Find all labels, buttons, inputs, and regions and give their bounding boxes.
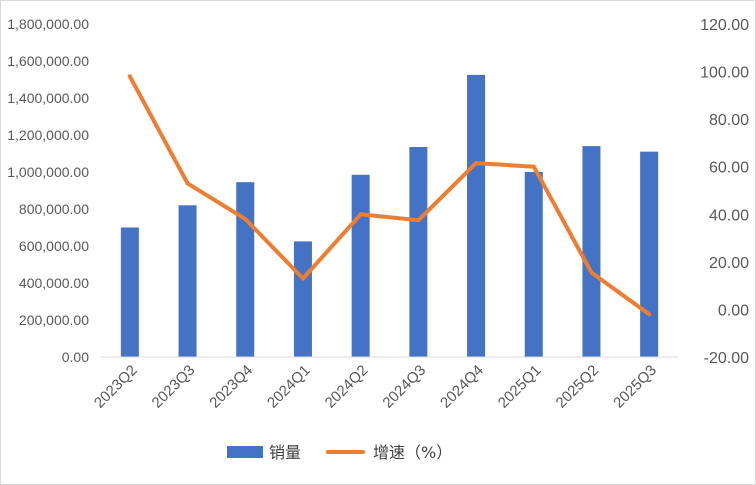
bar — [467, 74, 486, 357]
bar — [582, 146, 601, 357]
line-point — [531, 164, 536, 169]
x-tick-label: 2024Q1 — [264, 362, 314, 412]
x-tick-label: 2023Q3 — [149, 362, 199, 412]
line-point — [243, 217, 248, 222]
line-point — [185, 181, 190, 186]
x-tick-label: 2023Q4 — [206, 362, 256, 412]
right-tick-label: 20.00 — [709, 255, 749, 272]
left-tick-label: 1,800,000.00 — [7, 16, 89, 32]
left-tick-label: 1,000,000.00 — [7, 164, 89, 180]
bar — [236, 182, 255, 357]
x-tick-label: 2025Q1 — [495, 362, 545, 412]
bar — [524, 172, 543, 357]
left-tick-label: 400,000.00 — [19, 275, 89, 291]
bar — [640, 151, 659, 357]
x-tick-label: 2023Q2 — [91, 362, 141, 412]
bar — [178, 205, 197, 357]
line-path — [127, 74, 652, 317]
bar — [409, 147, 428, 357]
line-point — [474, 161, 479, 166]
right-y-axis: -20.00 0.00 20.00 40.00 60.00 80.00 100.00 120.… — [700, 17, 749, 367]
x-tick-label: 2025Q3 — [610, 362, 660, 412]
x-tick-label: 2024Q4 — [437, 362, 487, 412]
bar — [120, 227, 139, 357]
legend-line-label: 增速（%） — [373, 443, 452, 462]
bar — [293, 241, 312, 357]
left-tick-label: 0.00 — [62, 349, 89, 365]
bar-series — [120, 74, 659, 357]
right-tick-label: 120.00 — [700, 17, 749, 34]
right-tick-label: 60.00 — [709, 160, 749, 177]
left-tick-label: 600,000.00 — [19, 238, 89, 254]
line-point — [589, 270, 594, 275]
right-tick-label: 0.00 — [718, 302, 749, 319]
left-tick-label: 800,000.00 — [19, 201, 89, 217]
left-tick-label: 1,400,000.00 — [7, 90, 89, 106]
right-tick-label: -20.00 — [704, 350, 749, 367]
legend: 销量 增速（%） — [227, 443, 452, 462]
right-tick-label: 80.00 — [709, 112, 749, 129]
x-tick-label: 2025Q2 — [553, 362, 603, 412]
line-point — [358, 212, 363, 217]
left-tick-label: 1,600,000.00 — [7, 53, 89, 69]
x-axis: 2023Q2 2023Q3 2023Q4 2024Q1 2024Q2 2024Q3 2024… — [91, 356, 678, 412]
legend-bar-label: 销量 — [269, 443, 301, 462]
line-point — [300, 276, 305, 281]
x-tick-label: 2024Q3 — [379, 362, 429, 412]
left-tick-label: 200,000.00 — [19, 312, 89, 328]
left-y-axis: 0.00 200,000.00 400,000.00 600,000.00 800,00… — [7, 16, 89, 365]
bar — [351, 174, 370, 357]
x-tick-label: 2024Q2 — [322, 362, 372, 412]
line-series — [127, 74, 652, 317]
right-tick-label: 100.00 — [700, 65, 749, 82]
left-tick-label: 1,200,000.00 — [7, 127, 89, 143]
line-point — [647, 312, 652, 317]
line-point — [416, 218, 421, 223]
right-tick-label: 40.00 — [709, 207, 749, 224]
line-point — [127, 74, 132, 79]
legend-bar-swatch — [227, 446, 263, 458]
